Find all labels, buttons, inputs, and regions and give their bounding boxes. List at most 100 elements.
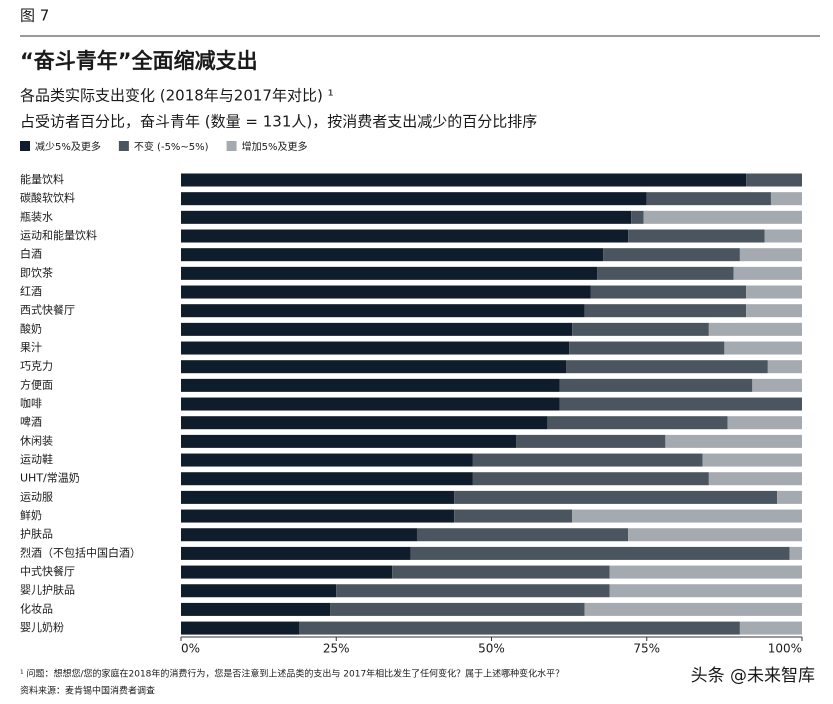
bar-segment	[767, 360, 802, 374]
y-tick-label: 咖啡	[20, 396, 42, 410]
bar-segment	[181, 266, 598, 280]
subtitle: 各品类实际支出变化 (2018年与2017年对比) ¹	[20, 87, 334, 105]
bar-segment	[566, 360, 768, 374]
bar-segment	[181, 528, 417, 542]
legend-label: 增加5%及更多	[242, 140, 308, 153]
y-tick-label: 巧克力	[20, 360, 53, 373]
bar-segment	[298, 621, 740, 635]
x-tick-label: 75%	[633, 642, 660, 656]
bar-segment	[733, 266, 802, 280]
bar-segment	[559, 397, 802, 411]
legend-swatch	[118, 141, 129, 151]
y-tick-label: 啤酒	[20, 415, 42, 429]
bar-segment	[330, 602, 585, 616]
bar-segment	[181, 472, 473, 486]
bar-segment	[336, 584, 610, 598]
bar-segment	[181, 341, 570, 355]
bar-segment	[181, 210, 632, 224]
legend-label: 不变 (-5%~5%)	[134, 140, 209, 153]
bar-segment	[410, 546, 790, 560]
y-tick-label: 婴儿奶粉	[20, 620, 64, 634]
bar-segment	[764, 229, 802, 243]
bar-segment	[789, 546, 802, 560]
bar-segment	[472, 472, 709, 486]
y-tick-label: 运动鞋	[20, 452, 53, 466]
bar-segment	[708, 322, 802, 336]
bar-segment	[572, 322, 709, 336]
bar-segment	[708, 472, 802, 486]
bar-segment	[181, 248, 604, 262]
bar-segment	[181, 285, 591, 299]
bar-segment	[702, 453, 802, 467]
bar-segment	[516, 434, 666, 448]
y-tick-label: 瓶装水	[20, 209, 53, 223]
bar-segment	[181, 602, 331, 616]
bar-segment	[746, 173, 802, 187]
bar-segment	[646, 192, 771, 206]
bar-segment	[584, 602, 802, 616]
bar-segment	[609, 565, 802, 579]
bar-segment	[628, 229, 765, 243]
legend-swatch	[20, 141, 30, 151]
y-tick-label: 红酒	[20, 285, 42, 298]
y-tick-label: 婴儿护肤品	[20, 583, 75, 597]
bar-segment	[181, 173, 747, 187]
bar-segment	[181, 621, 299, 635]
bar-segment	[181, 229, 629, 243]
bar-segment	[181, 434, 517, 448]
y-tick-label: 运动服	[20, 490, 53, 503]
y-tick-label: 白酒	[20, 247, 42, 261]
bar-segment	[181, 304, 585, 318]
x-tick-label: 0%	[181, 642, 200, 656]
bar-segment	[181, 397, 560, 411]
bar-segment	[454, 490, 778, 504]
y-tick-label: 果汁	[20, 341, 42, 354]
y-tick-label: UHT/常温奶	[20, 471, 80, 485]
bar-segment	[181, 584, 337, 598]
bar-segment	[181, 453, 473, 467]
bar-segment	[643, 210, 802, 224]
bar-segment	[746, 304, 802, 318]
legend-swatch	[226, 141, 237, 151]
bar-segment	[181, 360, 567, 374]
bar-segment	[752, 378, 802, 392]
bar-segment	[572, 509, 802, 523]
y-tick-label: 护肤品	[20, 527, 53, 541]
bar-segment	[770, 192, 802, 206]
bar-segment	[472, 453, 703, 467]
bar-segment	[739, 248, 802, 262]
subtitle: 占受访者百分比，奋斗青年 (数量 = 131人)，按消费者支出减少的百分比排序	[20, 113, 537, 131]
bar-segment	[597, 266, 734, 280]
bar-segment	[547, 416, 728, 430]
bar-segment	[181, 490, 455, 504]
watermark: 头条 @未来智库	[691, 666, 815, 686]
bar-segment	[181, 192, 647, 206]
bar-segment	[777, 490, 802, 504]
bar-segment	[181, 509, 455, 523]
bar-segment	[584, 304, 747, 318]
bar-segment	[665, 434, 802, 448]
footnote: ¹ 问题：想想您/您的家庭在2018年的消费行为，您是否注意到上述品类的支出与 …	[20, 668, 564, 680]
y-tick-label: 中式快餐厅	[20, 564, 75, 578]
y-tick-label: 西式快餐厅	[20, 303, 75, 317]
bar-segment	[739, 621, 802, 635]
bar-segment	[416, 528, 629, 542]
source: 资料来源：麦肯锡中国消费者调查	[20, 685, 155, 697]
x-tick-label: 50%	[478, 642, 505, 656]
bar-segment	[724, 341, 802, 355]
bar-segment	[181, 546, 411, 560]
bar-segment	[181, 565, 393, 579]
bar-segment	[727, 416, 802, 430]
y-tick-label: 休闲装	[20, 433, 53, 447]
bar-segment	[181, 322, 573, 336]
legend-label: 减少5%及更多	[35, 140, 101, 153]
y-tick-label: 烈酒（不包括中国白酒）	[20, 545, 141, 559]
bar-segment	[609, 584, 802, 598]
y-tick-label: 即饮茶	[20, 266, 53, 279]
bar-segment	[603, 248, 740, 262]
bar-segment	[628, 528, 802, 542]
figure-label: 图 7	[20, 7, 49, 25]
bar-segment	[392, 565, 610, 579]
y-tick-label: 化妆品	[20, 601, 53, 615]
